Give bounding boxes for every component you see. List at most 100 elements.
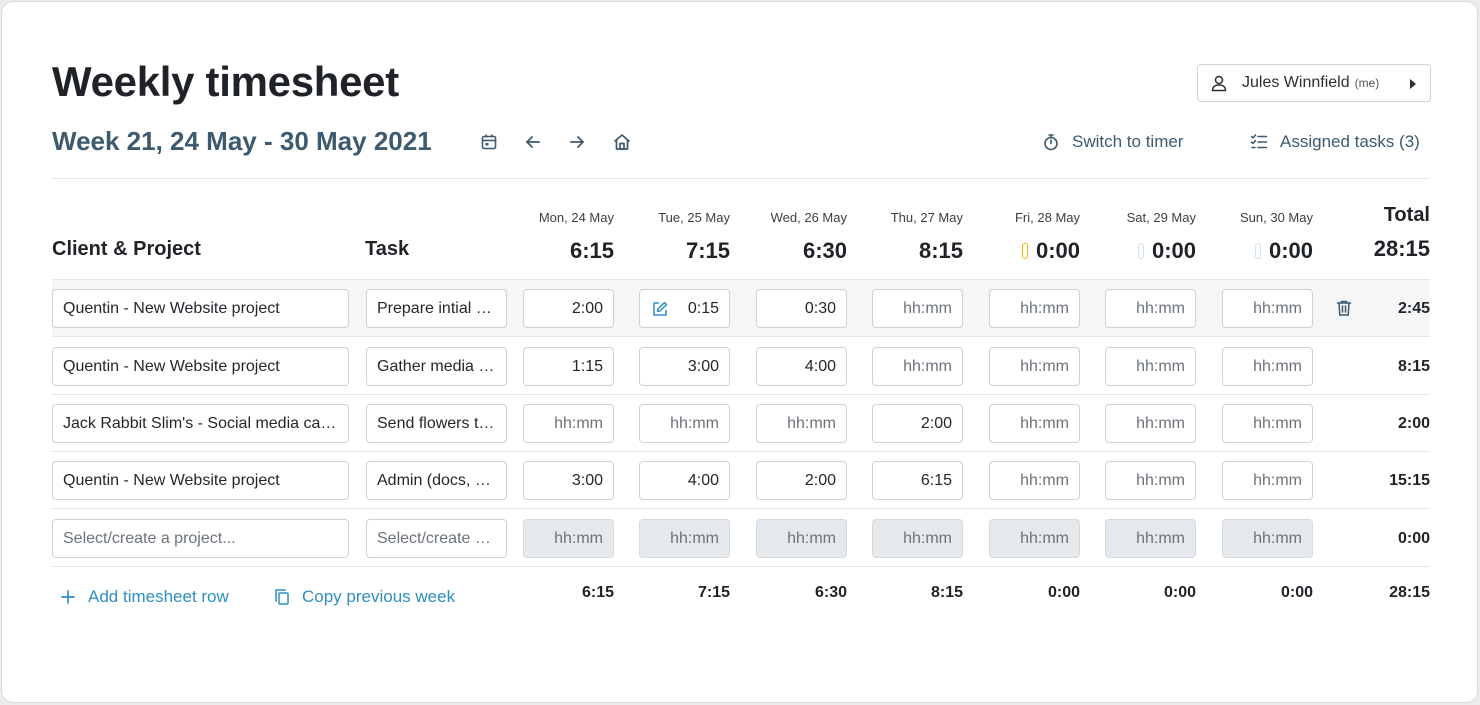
edit-icon[interactable]	[651, 300, 669, 318]
total-label: Total	[1383, 204, 1430, 226]
project-select-input[interactable]: Select/create a project...	[52, 519, 349, 558]
time-input[interactable]: hh:mm	[989, 289, 1080, 328]
header-divider	[52, 178, 1430, 179]
project-field[interactable]: Quentin - New Website project	[52, 289, 349, 328]
footer-day-total: 0:00	[1047, 584, 1080, 601]
copy-previous-week-button[interactable]: Copy previous week	[274, 587, 455, 607]
trash-icon[interactable]	[1335, 299, 1353, 317]
day-name: Sun, 30 May	[1240, 210, 1313, 225]
project-field[interactable]: Quentin - New Website project	[52, 347, 349, 386]
task-field[interactable]: Prepare intial wireframes	[366, 289, 507, 328]
task-field[interactable]: Admin (docs, emails)	[366, 461, 507, 500]
time-input[interactable]: hh:mm	[989, 404, 1080, 443]
time-input[interactable]: 4:00	[639, 461, 730, 500]
table-header-divider	[52, 279, 1430, 280]
day-header-mon: Mon, 24 May 6:15	[504, 208, 614, 264]
task-field[interactable]: Gather media files	[366, 347, 507, 386]
assigned-tasks-link[interactable]: Assigned tasks (3)	[1250, 132, 1420, 152]
time-input[interactable]: 2:00	[523, 289, 614, 328]
day-name: Thu, 27 May	[890, 210, 963, 225]
user-me-tag: (me)	[1354, 76, 1380, 90]
assigned-tasks-label: Assigned tasks (3)	[1280, 132, 1420, 151]
time-input[interactable]: 2:00	[756, 461, 847, 500]
time-value: 0:15	[687, 300, 719, 317]
time-input[interactable]: hh:mm	[1222, 404, 1313, 443]
time-input-disabled: hh:mm	[523, 519, 614, 558]
day-total: 6:30	[802, 238, 847, 263]
table-row: Quentin - New Website project Admin (doc…	[52, 452, 1430, 509]
time-input[interactable]: 4:00	[756, 347, 847, 386]
footer-day-total: 0:00	[1163, 584, 1196, 601]
time-input[interactable]: hh:mm	[1105, 289, 1196, 328]
total-header: Total 28:15	[1342, 204, 1430, 262]
time-input[interactable]: 3:00	[523, 461, 614, 500]
table-row: Quentin - New Website project Gather med…	[52, 338, 1430, 395]
task-field[interactable]: Send flowers to client	[366, 404, 507, 443]
arrow-left-icon[interactable]	[523, 132, 543, 152]
task-select-input[interactable]: Select/create a task...	[366, 519, 507, 558]
time-input[interactable]: hh:mm	[989, 347, 1080, 386]
table-row: Jack Rabbit Slim's - Social media campai…	[52, 395, 1430, 452]
add-timesheet-row-label: Add timesheet row	[88, 587, 229, 606]
time-input[interactable]: hh:mm	[523, 404, 614, 443]
home-icon[interactable]	[612, 132, 632, 152]
switch-to-timer-link[interactable]: Switch to timer	[1042, 132, 1183, 152]
row-divider	[52, 566, 1430, 567]
time-input[interactable]: hh:mm	[756, 404, 847, 443]
arrow-right-icon[interactable]	[567, 132, 587, 152]
time-input[interactable]: hh:mm	[872, 289, 963, 328]
row-divider	[52, 394, 1430, 395]
time-input[interactable]: 0:30	[756, 289, 847, 328]
time-input[interactable]: hh:mm	[872, 347, 963, 386]
time-input-disabled: hh:mm	[639, 519, 730, 558]
time-input[interactable]: 1:15	[523, 347, 614, 386]
day-name: Tue, 25 May	[658, 210, 730, 225]
day-name: Wed, 26 May	[770, 210, 847, 225]
day-total: 0:00	[1035, 238, 1080, 263]
time-input[interactable]: hh:mm	[1105, 347, 1196, 386]
page-title: Weekly timesheet	[52, 58, 399, 105]
time-input[interactable]: hh:mm	[639, 404, 730, 443]
time-input[interactable]: hh:mm	[1222, 347, 1313, 386]
time-input[interactable]: 2:00	[872, 404, 963, 443]
row-total: 2:45	[1397, 300, 1430, 317]
row-divider	[52, 451, 1430, 452]
stopwatch-icon	[1044, 134, 1058, 151]
day-name: Sat, 29 May	[1126, 210, 1196, 225]
time-input[interactable]: 3:00	[639, 347, 730, 386]
day-header-sat: Sat, 29 May 0:00	[1086, 208, 1196, 264]
time-input[interactable]: hh:mm	[989, 461, 1080, 500]
calendar-icon[interactable]	[479, 132, 499, 152]
time-input[interactable]: hh:mm	[1105, 461, 1196, 500]
project-field[interactable]: Quentin - New Website project	[52, 461, 349, 500]
row-total: 8:15	[1397, 358, 1430, 375]
footer-day-total: 0:00	[1280, 584, 1313, 601]
user-selector-button[interactable]: Jules Winnfield (me)	[1197, 64, 1431, 102]
day-header-wed: Wed, 26 May 6:30	[737, 208, 847, 264]
day-total: 6:15	[569, 238, 614, 263]
day-total: 8:15	[918, 238, 963, 263]
time-input[interactable]: hh:mm	[1222, 461, 1313, 500]
day-total: 0:00	[1268, 238, 1313, 263]
row-total: 15:15	[1389, 472, 1430, 489]
add-timesheet-row-button[interactable]: Add timesheet row	[60, 587, 229, 607]
time-input[interactable]: 0:15	[639, 289, 730, 328]
row-total: 0:00	[1397, 530, 1430, 547]
footer-day-total: 8:15	[930, 584, 963, 601]
row-divider	[52, 508, 1430, 509]
day-name: Fri, 28 May	[1014, 210, 1080, 225]
time-input-disabled: hh:mm	[756, 519, 847, 558]
time-input[interactable]: hh:mm	[1105, 404, 1196, 443]
user-icon	[1211, 75, 1227, 92]
checklist-icon	[1250, 134, 1268, 149]
column-header-task: Task	[365, 238, 410, 260]
time-input[interactable]: hh:mm	[1222, 289, 1313, 328]
plus-icon	[61, 590, 75, 604]
footer-day-total: 6:30	[814, 584, 847, 601]
week-label: Week 21, 24 May - 30 May 2021	[52, 126, 432, 156]
footer-grand-total: 28:15	[1389, 584, 1430, 601]
project-field[interactable]: Jack Rabbit Slim's - Social media campai…	[52, 404, 349, 443]
grand-total-header: 28:15	[1373, 236, 1430, 261]
time-input-disabled: hh:mm	[872, 519, 963, 558]
time-input[interactable]: 6:15	[872, 461, 963, 500]
